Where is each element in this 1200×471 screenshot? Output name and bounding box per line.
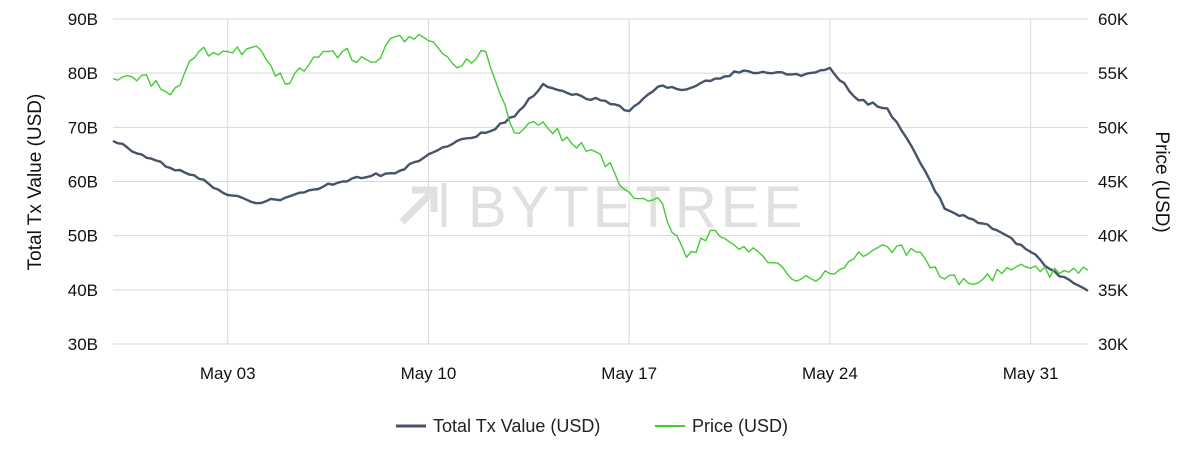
left-axis-ticks: 30B 40B 50B 60B 70B 80B 90B [68,10,98,354]
right-tick-label: 55K [1098,64,1129,83]
right-tick-label: 60K [1098,10,1129,29]
x-tick-label: May 17 [601,364,657,383]
right-tick-label: 30K [1098,335,1129,354]
legend-label-price: Price (USD) [692,416,788,436]
bytetree-watermark: BYTETREE [399,175,806,240]
watermark-text: BYTETREE [468,175,806,240]
x-tick-label: May 24 [802,364,858,383]
watermark-arrow-icon [399,183,447,227]
right-tick-label: 35K [1098,281,1129,300]
left-tick-label: 30B [68,335,98,354]
legend: Total Tx Value (USD) Price (USD) [396,416,788,436]
series-line-total-tx-value [112,66,1089,292]
right-tick-label: 50K [1098,118,1129,137]
series-layer [112,33,1089,292]
right-tick-label: 40K [1098,227,1129,246]
grid-layer [113,18,1088,345]
x-tick-label: May 31 [1003,364,1059,383]
x-tick-label: May 03 [200,364,256,383]
left-axis-title: Total Tx Value (USD) [25,94,46,271]
left-tick-label: 80B [68,64,98,83]
series-line-price [112,33,1089,286]
x-axis-ticks: May 03 May 10 May 17 May 24 May 31 [200,364,1059,383]
right-axis-ticks: 30K 35K 40K 45K 50K 55K 60K [1098,10,1129,354]
left-tick-label: 50B [68,227,98,246]
left-tick-label: 90B [68,10,98,29]
legend-item-price[interactable]: Price (USD) [655,416,788,436]
left-tick-label: 40B [68,281,98,300]
left-tick-label: 60B [68,173,98,192]
right-tick-label: 45K [1098,173,1129,192]
legend-item-total-tx-value[interactable]: Total Tx Value (USD) [396,416,600,436]
left-tick-label: 70B [68,118,98,137]
legend-label-total-tx-value: Total Tx Value (USD) [433,416,600,436]
x-tick-label: May 10 [401,364,457,383]
right-axis-title: Price (USD) [1151,131,1172,232]
